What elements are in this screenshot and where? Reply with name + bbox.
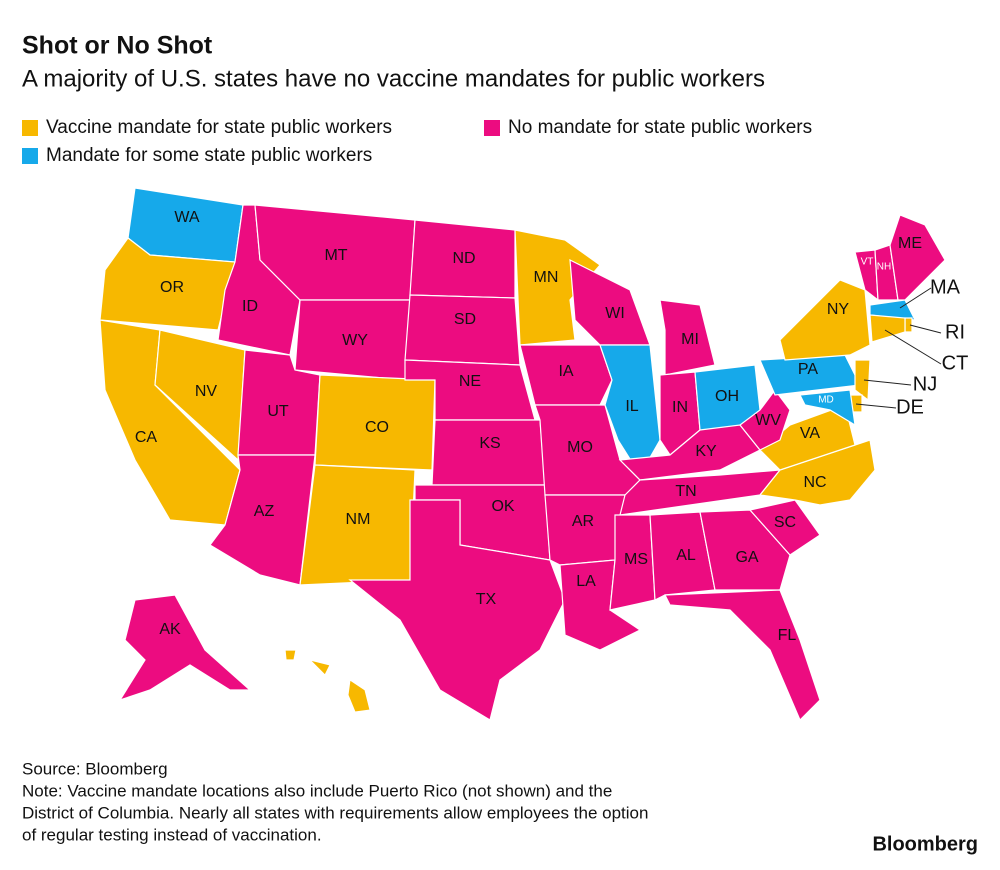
- state-label: WV: [755, 412, 781, 429]
- state-label: MS: [624, 551, 648, 568]
- state-label: TN: [675, 483, 696, 500]
- state-shape: [209, 454, 316, 586]
- brand: Bloomberg: [872, 833, 978, 855]
- state-label: ME: [898, 235, 922, 252]
- state-label: IN: [672, 399, 688, 416]
- state-shape: [599, 344, 661, 477]
- state-label: CO: [365, 419, 389, 436]
- state-label: NM: [346, 511, 371, 528]
- note-line: of regular testing instead of vaccinatio…: [22, 825, 322, 844]
- state-shape: [609, 514, 656, 611]
- note-line: Note: Vaccine mandate locations also inc…: [22, 781, 612, 800]
- state-shape: [748, 499, 821, 556]
- state-shape: [314, 374, 436, 471]
- state-label: MO: [567, 439, 593, 456]
- state-label: KY: [695, 443, 717, 460]
- state-shape: [869, 314, 906, 343]
- state-label: LA: [576, 573, 596, 590]
- state-label: OH: [715, 388, 739, 405]
- state-label: WA: [174, 209, 200, 226]
- state-label: MN: [534, 269, 559, 286]
- state-label: NJ: [913, 373, 937, 395]
- legend-swatch: [484, 120, 500, 136]
- note: Note: Vaccine mandate locations also inc…: [22, 781, 648, 844]
- state-label: ND: [452, 250, 475, 267]
- state-label: CT: [942, 352, 969, 374]
- legend: Vaccine mandate for state public workers…: [22, 117, 812, 166]
- state-shape: [759, 404, 856, 471]
- state-label: PA: [798, 361, 818, 378]
- state-shape: [118, 594, 252, 702]
- state-label: NC: [803, 474, 826, 491]
- state-shape: [284, 649, 297, 661]
- state-label: AL: [676, 547, 696, 564]
- state-label: MA: [930, 276, 961, 298]
- state-shape: [348, 499, 566, 721]
- state-label: OR: [160, 279, 184, 296]
- state-label: SC: [774, 514, 796, 531]
- state-shape: [739, 389, 791, 451]
- state-label: MI: [681, 331, 699, 348]
- source: Source: Bloomberg: [22, 759, 168, 778]
- state-shape: [99, 237, 236, 331]
- state-label: TX: [476, 591, 497, 608]
- state-shape: [404, 294, 521, 366]
- state-label: MD: [818, 395, 834, 406]
- legend-swatch: [22, 148, 38, 164]
- state-label: AK: [159, 621, 181, 638]
- legend-swatch: [22, 120, 38, 136]
- state-label: FL: [778, 627, 797, 644]
- leader-line: [909, 324, 942, 334]
- state-shape: [664, 589, 821, 722]
- state-shape: [889, 214, 946, 301]
- state-label: DE: [896, 396, 924, 418]
- state-label: AR: [572, 513, 594, 530]
- leader-line: [884, 329, 942, 365]
- map: WA OR CA NV ID MT WY UT AZ CO NM ND SD NE KS OK TX MN IA MO…: [99, 187, 969, 722]
- state-label: VA: [800, 425, 820, 442]
- subtitle: A majority of U.S. states have no vaccin…: [22, 65, 765, 92]
- legend-label: Mandate for some state public workers: [46, 145, 372, 166]
- title: Shot or No Shot: [22, 32, 213, 60]
- state-label: ID: [242, 298, 258, 315]
- state-label: NV: [195, 383, 218, 400]
- state-shape: [347, 679, 371, 713]
- state-shape: [519, 344, 613, 406]
- state-label: MT: [324, 247, 347, 264]
- state-label: OK: [491, 498, 514, 515]
- state-label: UT: [267, 403, 289, 420]
- leader-line: [899, 287, 932, 309]
- note-line: District of Columbia. Nearly all states …: [22, 803, 648, 822]
- state-label: NH: [877, 262, 891, 273]
- state-label: WY: [342, 332, 368, 349]
- state-shape: [308, 659, 331, 676]
- state-label: IA: [558, 363, 573, 380]
- state-label: RI: [945, 321, 965, 343]
- state-label: NY: [827, 301, 850, 318]
- legend-label: Vaccine mandate for state public workers: [46, 117, 392, 138]
- state-shape: [154, 329, 246, 462]
- state-label: AZ: [254, 503, 275, 520]
- state-shape: [649, 511, 716, 601]
- leader-line: [863, 379, 912, 386]
- state-label: VT: [861, 257, 874, 268]
- state-shape: [779, 279, 871, 361]
- legend-label: No mandate for state public workers: [508, 117, 812, 138]
- state-label: SD: [454, 311, 476, 328]
- state-shape: [431, 419, 546, 486]
- state-label: KS: [479, 435, 500, 452]
- state-label: CA: [135, 429, 158, 446]
- state-label: WI: [605, 305, 625, 322]
- state-shape: [854, 359, 871, 402]
- state-label: NE: [459, 373, 481, 390]
- state-shape: [799, 389, 856, 427]
- state-label: GA: [735, 549, 758, 566]
- state-label: IL: [625, 398, 638, 415]
- state-shape: [659, 299, 716, 376]
- leader-line: [855, 403, 897, 409]
